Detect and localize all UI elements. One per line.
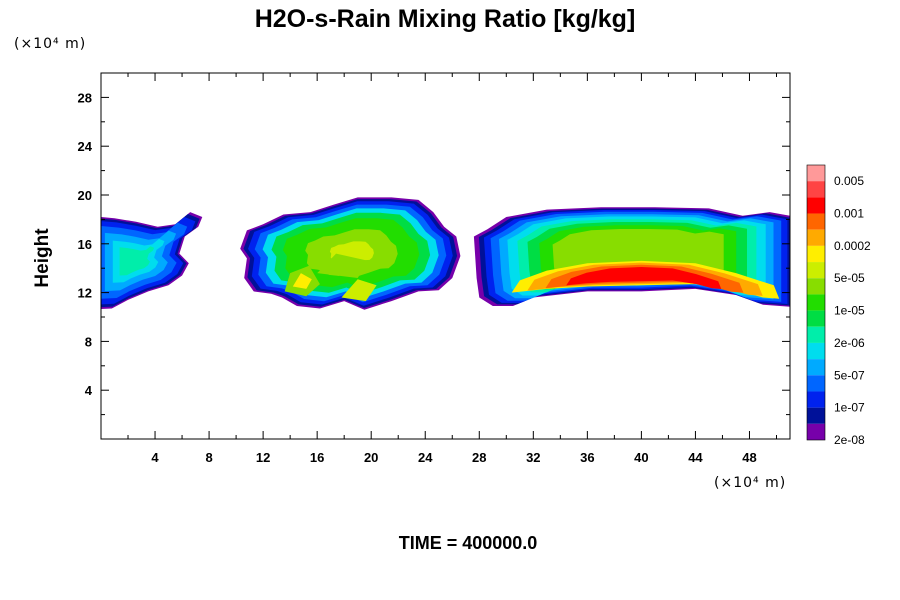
colorbar-swatch bbox=[807, 294, 825, 311]
colorbar-label: 0.0002 bbox=[834, 239, 871, 253]
x-tick-label: 12 bbox=[256, 450, 270, 465]
x-unit-label: (×10⁴ m) bbox=[714, 475, 786, 491]
y-axis-title: Height bbox=[32, 228, 53, 288]
colorbar-label: 5e-07 bbox=[834, 368, 865, 382]
x-tick-label: 44 bbox=[688, 450, 703, 465]
colorbar-swatch bbox=[807, 229, 825, 246]
x-tick-label: 24 bbox=[418, 450, 433, 465]
colorbar-swatch bbox=[807, 278, 825, 295]
x-tick-label: 4 bbox=[151, 450, 159, 465]
colorbar-swatch bbox=[807, 359, 825, 376]
colorbar-swatch bbox=[807, 375, 825, 392]
colorbar-swatch bbox=[807, 245, 825, 263]
x-tick-label: 28 bbox=[472, 450, 486, 465]
y-tick-label: 16 bbox=[78, 237, 92, 252]
x-tick-label: 48 bbox=[742, 450, 756, 465]
y-tick-label: 28 bbox=[78, 90, 92, 105]
colorbar-label: 0.005 bbox=[834, 174, 864, 188]
colorbar-swatch bbox=[807, 213, 825, 230]
colorbar: 0.005 0.001 0.0002 5e-05 1e-05 2e-06 5e-07 1e-0… bbox=[806, 164, 871, 447]
y-tick-label: 8 bbox=[85, 334, 92, 349]
x-tick-label: 8 bbox=[205, 450, 212, 465]
central-cloud-patch bbox=[292, 273, 312, 289]
time-label: TIME = 400000.0 bbox=[399, 533, 538, 553]
right-core-band-3 bbox=[566, 267, 722, 289]
y-tick-label: 4 bbox=[85, 383, 93, 398]
colorbar-swatch bbox=[807, 391, 825, 408]
colorbar-swatch bbox=[807, 197, 825, 214]
colorbar-label: 0.001 bbox=[834, 207, 864, 221]
y-tick-label: 12 bbox=[78, 286, 92, 301]
y-unit-label: (×10⁴ m) bbox=[14, 36, 86, 52]
colorbar-swatch bbox=[807, 342, 825, 360]
y-tick-label: 24 bbox=[78, 139, 93, 154]
x-tick-label: 40 bbox=[634, 450, 648, 465]
plot-frame bbox=[100, 72, 791, 440]
colorbar-swatch bbox=[807, 181, 825, 198]
x-tick-label: 20 bbox=[364, 450, 378, 465]
y-tick-label: 20 bbox=[78, 188, 92, 203]
x-tick-label: 36 bbox=[580, 450, 594, 465]
colorbar-label: 5e-05 bbox=[834, 271, 865, 285]
x-tick-label: 32 bbox=[526, 450, 540, 465]
colorbar-swatch bbox=[807, 262, 825, 279]
colorbar-label: 2e-06 bbox=[834, 336, 865, 350]
colorbar-swatch bbox=[807, 310, 825, 327]
colorbar-frame bbox=[806, 164, 826, 441]
chart-title: H2O-s-Rain Mixing Ratio [kg/kg] bbox=[255, 5, 636, 33]
colorbar-label: 1e-05 bbox=[834, 304, 865, 318]
plot-area bbox=[101, 197, 790, 310]
x-tick-label: 16 bbox=[310, 450, 324, 465]
central-cloud-patch bbox=[341, 279, 377, 302]
central-cloud-patch bbox=[317, 253, 369, 278]
colorbar-swatch bbox=[807, 165, 825, 182]
colorbar-label: 2e-08 bbox=[834, 433, 865, 447]
left-anvil-band-6 bbox=[119, 246, 155, 276]
colorbar-swatch bbox=[807, 407, 825, 424]
colorbar-label: 1e-07 bbox=[834, 401, 865, 415]
colorbar-swatch bbox=[807, 326, 825, 343]
colorbar-swatch bbox=[807, 423, 825, 440]
